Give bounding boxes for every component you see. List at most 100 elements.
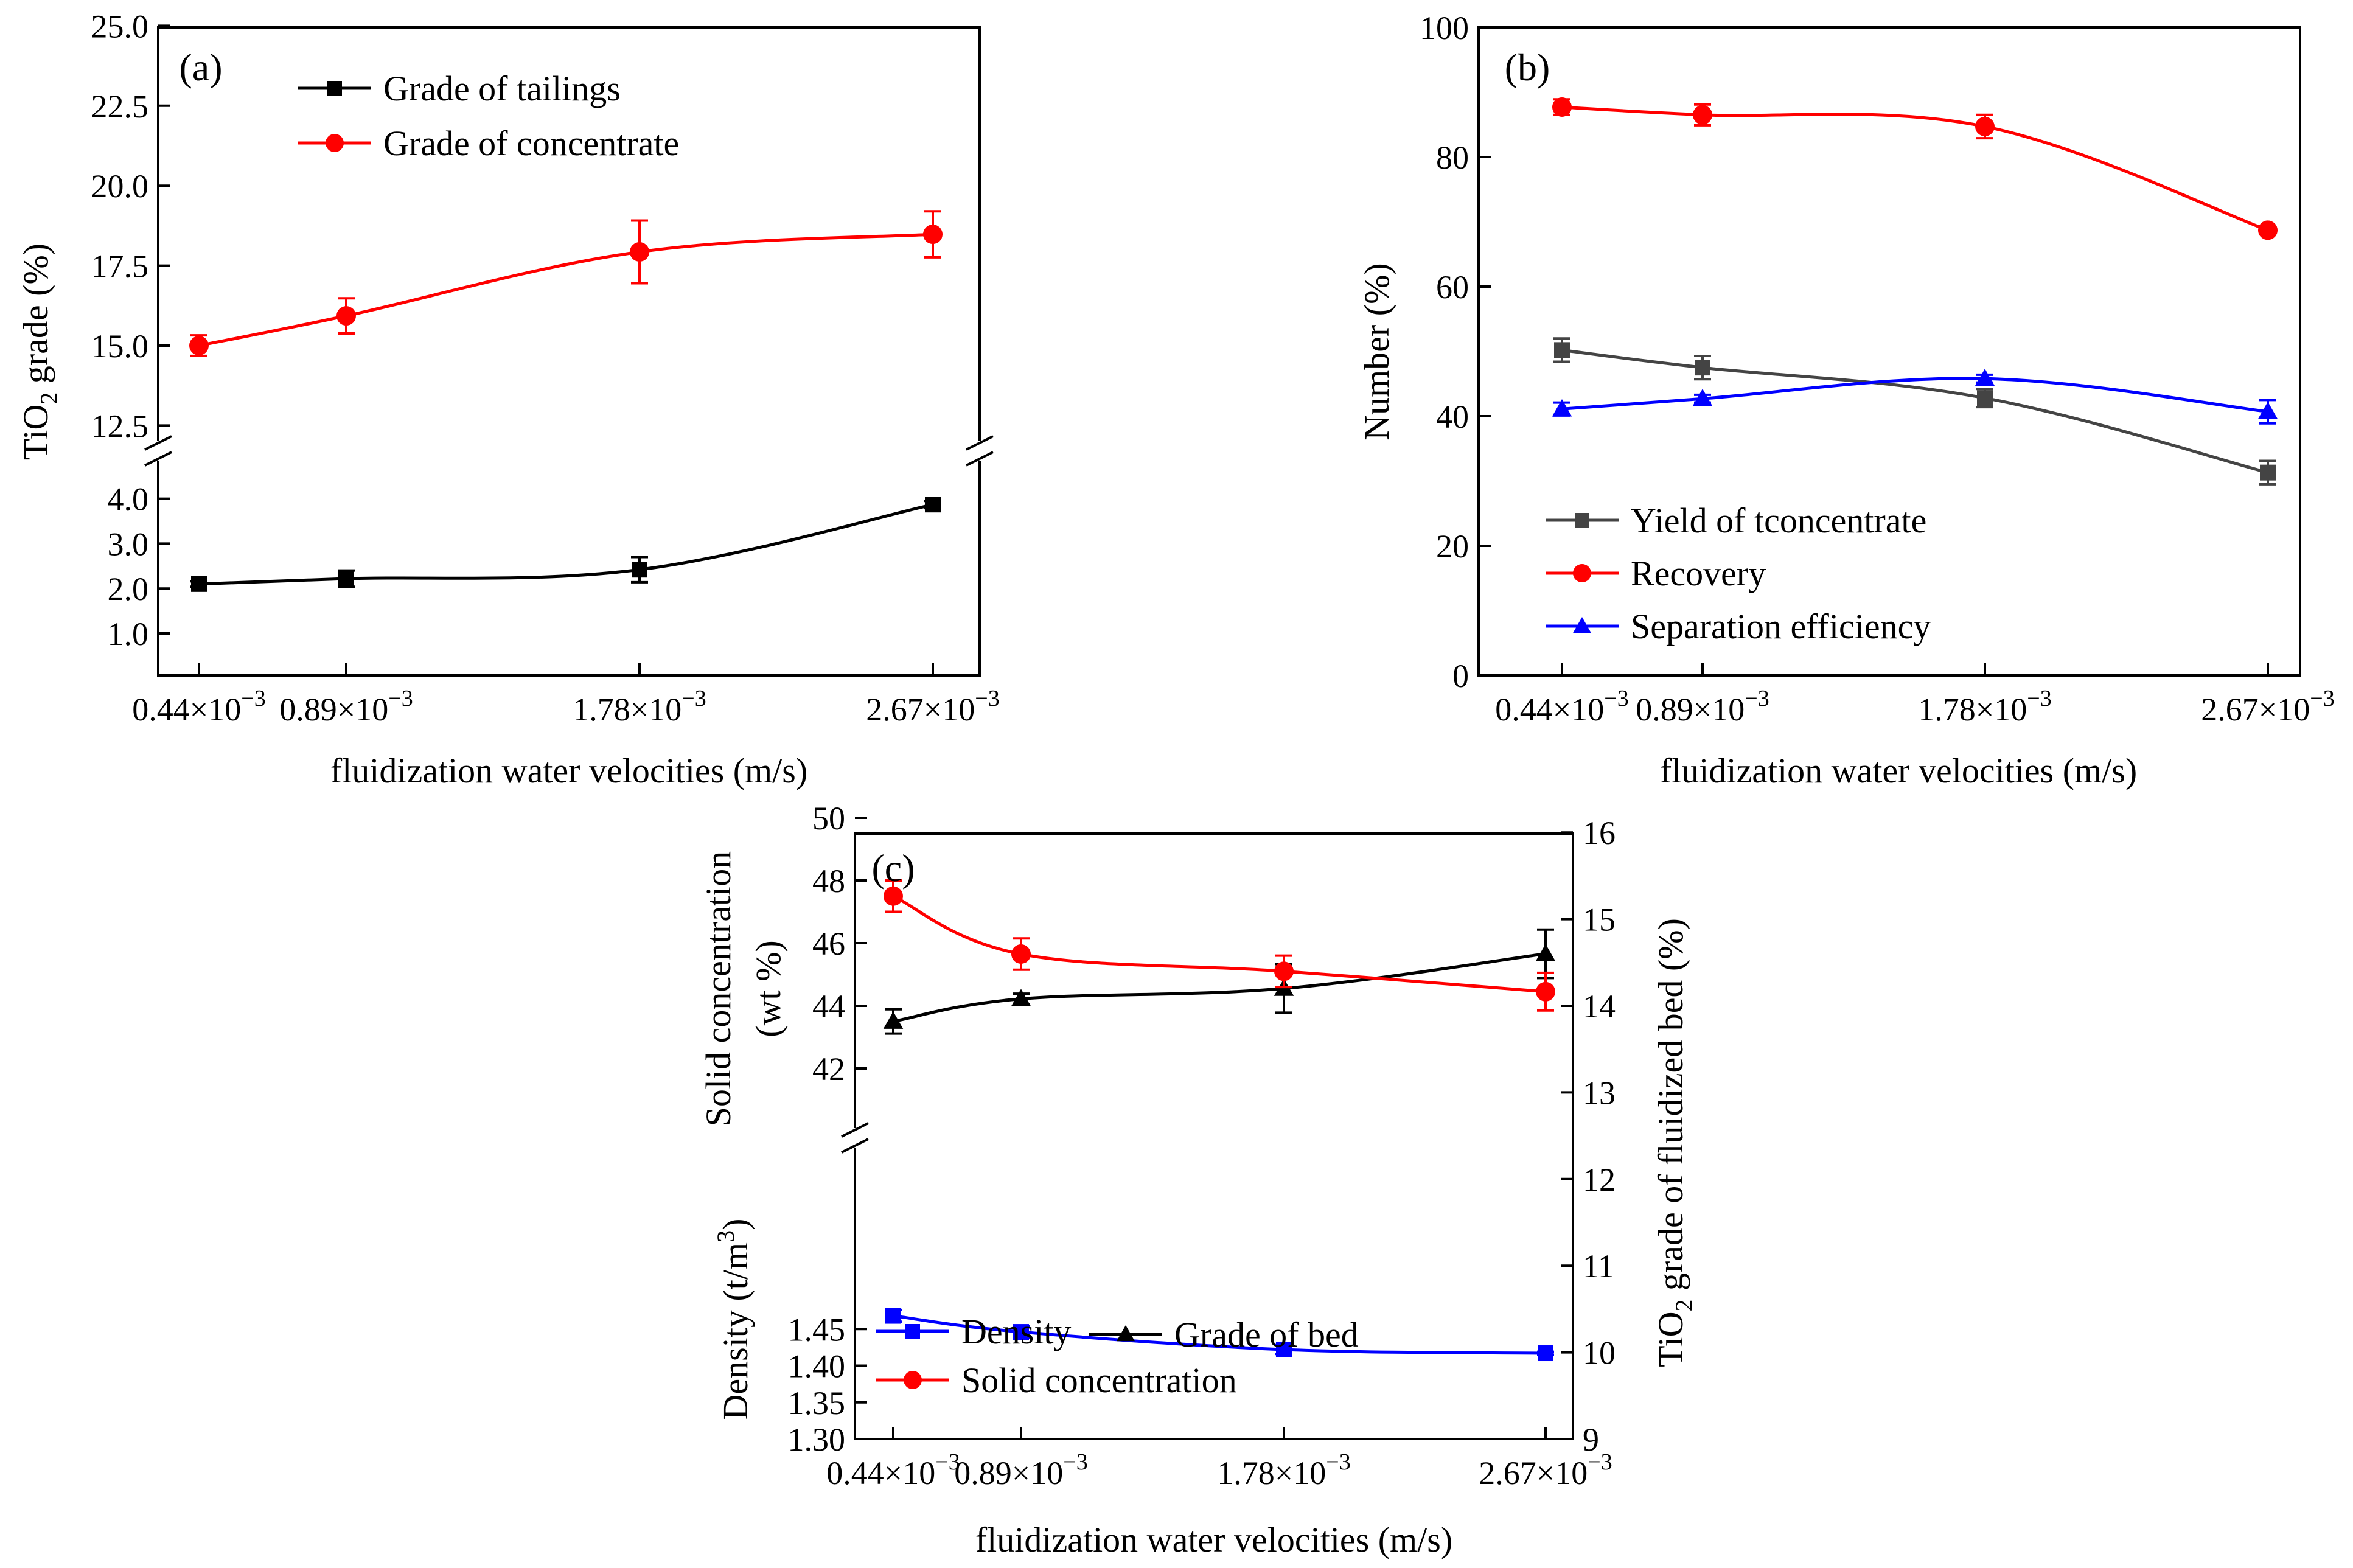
- series-separation-efficiency-line: [1561, 377, 2268, 414]
- series-density: [885, 1308, 1554, 1362]
- series-solid-concentration: [884, 879, 1555, 1012]
- x-axis-tick-label-base: 1.78×10: [1217, 1455, 1326, 1491]
- y-axis-title-lower-superscript: 3: [712, 1230, 739, 1242]
- series-grade-of-bed: [883, 928, 1556, 1035]
- series-density-point: [1538, 1345, 1553, 1362]
- legend-item-grade-of-bed: Grade of bed: [1089, 1315, 1359, 1354]
- series-separation-efficiency-point: [2257, 402, 2278, 419]
- series-separation-efficiency: [1552, 368, 2278, 425]
- series-recovery-point: [1975, 116, 1995, 136]
- axis-break-mark: [841, 1138, 869, 1154]
- y-axis-upper-tick-label: 17.5: [91, 248, 149, 285]
- series-grade-of-bed-line: [893, 952, 1546, 1023]
- y-axis-tick-label: 60: [1436, 269, 1469, 305]
- legend-item-tailings-label: Grade of tailings: [383, 69, 621, 108]
- y-axis-title-upper: Solid concentration (wt %): [699, 851, 788, 1127]
- y-axis-left-lower-tick-label: 1.35: [788, 1385, 846, 1421]
- x-axis-tick-label: 2.67×10−3: [2201, 686, 2334, 728]
- series-recovery-point: [2258, 220, 2278, 240]
- x-axis-tick-label-exp: −3: [388, 686, 413, 711]
- x-axis-tick-label: 0.89×10−3: [954, 1449, 1087, 1491]
- series-recovery-line: [1561, 105, 2268, 232]
- legend-item-separation-efficiency-marker: [1573, 617, 1591, 633]
- series-density-point: [1013, 1324, 1029, 1340]
- x-axis-tick-label: 2.67×10−3: [866, 686, 999, 728]
- y-axis-lower-tick-label: 2.0: [108, 571, 149, 607]
- legend-item-density: Density: [876, 1312, 1071, 1351]
- series-concentrate-line: [198, 232, 933, 347]
- y-axis-left-upper-tick-label: 48: [812, 863, 845, 899]
- y-axis-right-tick-label: 16: [1583, 815, 1616, 851]
- axis-break-gap: [147, 441, 169, 461]
- y-axis-title-right-part: TiO: [1651, 1312, 1690, 1367]
- series-yield: [1553, 337, 2276, 486]
- y-axis-right-tick-label: 9: [1583, 1421, 1599, 1458]
- series-concentrate-point: [189, 336, 209, 355]
- y-axis-right-tick-label: 13: [1583, 1075, 1616, 1111]
- axis-break-mark: [144, 435, 172, 451]
- y-axis-title: Number (%): [1357, 263, 1396, 441]
- x-axis-tick-label-base: 0.89×10: [279, 691, 388, 728]
- series-separation-efficiency-point: [1552, 399, 1572, 417]
- x-axis-tick-label-base: 2.67×10: [1479, 1455, 1588, 1491]
- y-axis-upper-tick-label: 20.0: [91, 168, 149, 204]
- x-axis-tick-label-base: 2.67×10: [2201, 691, 2310, 728]
- x-axis-tick-label-exp: −3: [1326, 1449, 1350, 1475]
- series-solid-concentration-point: [1536, 981, 1555, 1002]
- y-axis-title-lower: Density (t/m3): [712, 1219, 755, 1420]
- x-axis-tick-label-exp: −3: [1588, 1449, 1612, 1475]
- series-density-point: [1276, 1341, 1292, 1357]
- y-axis-tick-label: 100: [1420, 10, 1469, 46]
- y-axis-left-upper-tick-label: 50: [812, 800, 845, 837]
- y-axis-tick-label: 40: [1436, 399, 1469, 435]
- y-axis-left-lower-tick-label: 1.30: [788, 1421, 846, 1458]
- panel-label: (c): [871, 846, 915, 890]
- y-axis-right-tick-label: 10: [1583, 1335, 1616, 1371]
- y-axis-tick-label: 0: [1452, 658, 1469, 694]
- legend-item-tailings-marker: [327, 81, 342, 96]
- y-axis-upper-tick-label: 25.0: [91, 8, 149, 44]
- x-axis-tick-label-base: 0.44×10: [132, 691, 241, 728]
- series-solid-concentration-point: [884, 886, 903, 906]
- series-recovery-point: [1552, 97, 1572, 117]
- x-axis-title: fluidization water velocities (m/s): [975, 1520, 1452, 1559]
- panel-c: 42 44 46 48 50 1.301.351.401.45 9 10 11 12 13 14 15 1…: [699, 800, 1698, 1559]
- x-axis-tick-label-base: 2.67×10: [866, 691, 975, 728]
- series-tailings-point: [191, 576, 207, 592]
- axis-break-mark: [841, 1122, 869, 1138]
- y-axis-upper-tick-label: 12.5: [91, 408, 149, 444]
- legend-item-tailings: Grade of tailings: [298, 69, 621, 108]
- y-axis-left-upper-tick-label: 44: [812, 988, 845, 1025]
- y-axis-upper-tick-label: 22.5: [91, 88, 149, 125]
- y-axis-title-upper-line: Solid concentration: [699, 851, 738, 1127]
- axis-break-mark: [966, 435, 994, 451]
- series-grade-of-bed-point: [1535, 944, 1556, 961]
- series-yield-point: [1695, 360, 1710, 376]
- x-axis-tick-label-exp: −3: [935, 1449, 960, 1475]
- x-axis-tick-label: 0.44×10−3: [132, 686, 265, 728]
- x-axis-tick-label-exp: −3: [1604, 686, 1628, 711]
- x-axis-tick-label: 1.78×10−3: [1918, 686, 2051, 728]
- x-axis-tick-label: 0.44×10−3: [1495, 686, 1628, 728]
- x-axis-tick-label: 0.89×10−3: [1636, 686, 1769, 728]
- legend-item-concentrate: Grade of concentrate: [298, 124, 679, 163]
- x-axis-title: fluidization water velocities (m/s): [330, 751, 807, 790]
- x-axis-tick-label-exp: −3: [975, 686, 999, 711]
- legend-item-grade-of-bed-label: Grade of bed: [1174, 1315, 1359, 1354]
- x-axis-title: fluidization water velocities (m/s): [1660, 751, 2137, 790]
- y-axis-title-right: TiO2 grade of fluidized bed (%): [1651, 918, 1698, 1367]
- legend-item-yield: Yield of tconcentrate: [1546, 501, 1926, 540]
- x-axis-tick-label-base: 0.89×10: [1636, 691, 1745, 728]
- series-tailings-point: [338, 570, 354, 587]
- x-axis-tick-label-exp: −3: [2310, 686, 2334, 711]
- panel-label: (a): [179, 46, 222, 89]
- y-axis-title-part: TiO: [16, 405, 55, 460]
- legend-item-density-marker: [905, 1324, 920, 1339]
- series-density-line: [893, 1314, 1546, 1355]
- y-axis-lower-tick-label: 1.0: [108, 616, 149, 652]
- y-axis-title-subscript: 2: [35, 392, 63, 405]
- series-solid-concentration-point: [1011, 944, 1031, 964]
- x-axis-tick-label-base: 0.44×10: [826, 1455, 935, 1491]
- y-axis-upper-tick-label: 15.0: [91, 328, 149, 364]
